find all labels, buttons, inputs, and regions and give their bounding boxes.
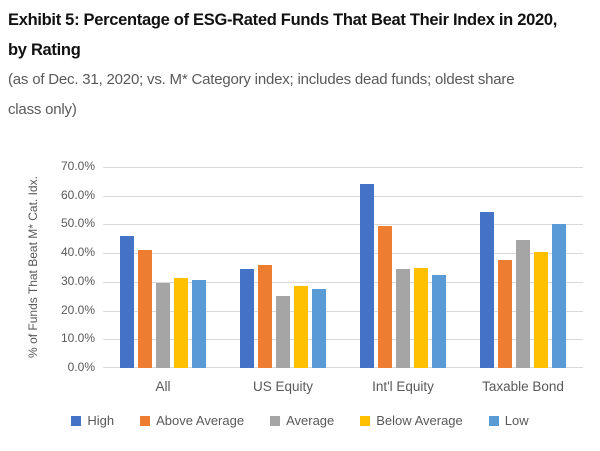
bar-above-average-all (138, 250, 152, 368)
gridline (103, 281, 583, 283)
gridline (103, 339, 583, 341)
legend-label-low: Low (504, 413, 529, 428)
legend-swatch-below-average (360, 415, 371, 426)
bar-below-average-int-l-equity (414, 267, 428, 368)
legend-label-high: High (87, 413, 115, 428)
y-tick-label: 10.0% (60, 331, 95, 346)
bar-low-all (192, 280, 206, 368)
gridline (103, 253, 583, 255)
y-tick-label: 30.0% (60, 273, 95, 288)
bar-low-taxable-bond (552, 224, 566, 368)
bar-above-average-taxable-bond (498, 260, 512, 368)
legend-label-average: Average (286, 413, 335, 428)
bar-average-int-l-equity (396, 268, 410, 368)
bar-low-us-equity (312, 289, 326, 368)
legend-swatch-low (488, 415, 499, 426)
gridline (103, 310, 583, 312)
gridline (103, 367, 583, 368)
exhibit-subtitle-line-1: (as of Dec. 31, 2020; vs. M* Category in… (8, 71, 515, 88)
exhibit-title-line-2: by Rating (8, 41, 81, 59)
exhibit-header: Exhibit 5: Percentage of ESG-Rated Funds… (8, 5, 557, 125)
bar-high-taxable-bond (480, 211, 494, 368)
x-axis-label-all: All (155, 379, 171, 394)
bar-below-average-taxable-bond (534, 251, 548, 368)
bar-below-average-all (174, 277, 188, 368)
bar-average-all (156, 283, 170, 368)
legend-label-above-average: Above Average (156, 413, 245, 428)
bar-group-us-equity (223, 167, 343, 368)
legend-item-above-average: Above Average (140, 413, 244, 428)
exhibit-subtitle-line-2: class only) (8, 101, 77, 118)
gridline (103, 167, 583, 168)
legend-item-average: Average (270, 413, 334, 428)
bar-group-taxable-bond (463, 167, 583, 368)
exhibit-title-line-1: Exhibit 5: Percentage of ESG-Rated Funds… (8, 11, 557, 29)
legend-item-high: High (71, 413, 114, 428)
y-tick-label: 50.0% (60, 216, 95, 231)
bar-below-average-us-equity (294, 286, 308, 368)
legend-item-low: Low (488, 413, 529, 428)
bar-high-int-l-equity (360, 184, 374, 368)
bar-above-average-int-l-equity (378, 225, 392, 368)
bar-high-us-equity (240, 268, 254, 368)
legend-swatch-above-average (140, 415, 151, 426)
bar-low-int-l-equity (432, 274, 446, 368)
legend: High Above Average Average Below Average Low (0, 413, 600, 428)
legend-item-below-average: Below Average (360, 413, 463, 428)
bar-group-int-l-equity (343, 167, 463, 368)
plot-area (103, 167, 583, 368)
legend-label-below-average: Below Average (376, 413, 463, 428)
gridline (103, 224, 583, 226)
gridline (103, 195, 583, 197)
x-axis-label-us-equity: US Equity (252, 379, 314, 394)
y-tick-label: 70.0% (60, 159, 95, 173)
x-axis-label-taxable-bond: Taxable Bond (482, 379, 564, 394)
legend-swatch-high (71, 415, 82, 426)
legend-swatch-average (270, 415, 281, 426)
x-axis-label-int-l-equity: Int'l Equity (372, 379, 434, 394)
bar-above-average-us-equity (258, 264, 272, 368)
bar-group-all (103, 167, 223, 368)
y-tick-label: 40.0% (60, 245, 95, 260)
bar-average-us-equity (276, 296, 290, 368)
bar-average-taxable-bond (516, 240, 530, 368)
y-tick-label: 60.0% (60, 187, 95, 202)
y-tick-label: 20.0% (60, 302, 95, 317)
bar-high-all (120, 235, 134, 368)
y-tick-label: 0.0% (67, 360, 95, 374)
